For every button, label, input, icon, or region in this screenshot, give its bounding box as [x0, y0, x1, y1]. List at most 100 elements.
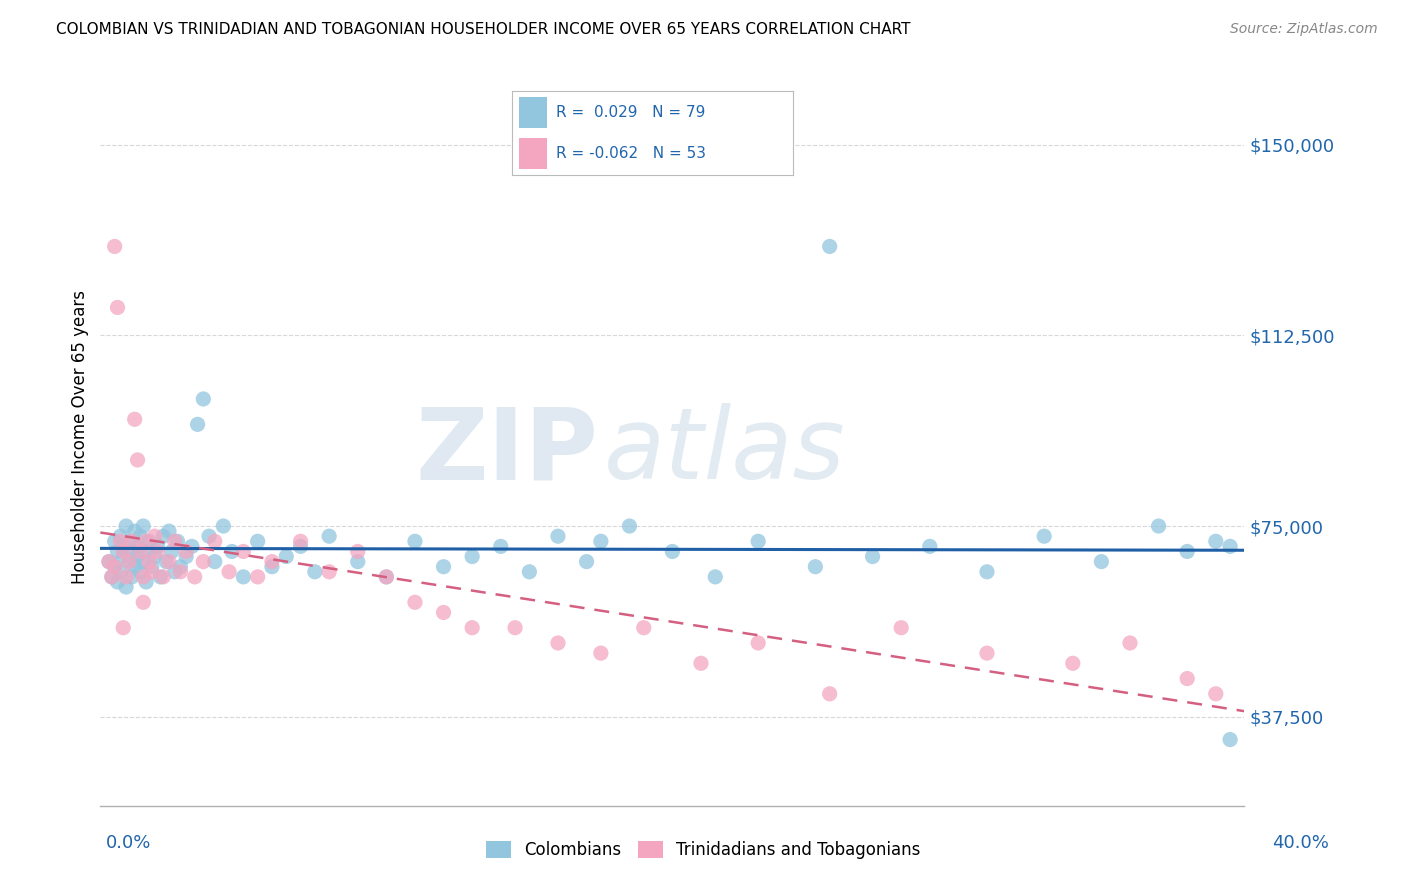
- Point: [127, 540, 149, 554]
- Point: [115, 570, 138, 584]
- Point: [104, 559, 127, 574]
- Point: [661, 544, 683, 558]
- Point: [461, 549, 484, 564]
- Point: [141, 565, 163, 579]
- Point: [146, 540, 169, 554]
- Text: atlas: atlas: [603, 403, 845, 500]
- Point: [163, 565, 186, 579]
- Point: [141, 559, 163, 574]
- Point: [124, 559, 146, 574]
- Point: [143, 529, 166, 543]
- Point: [149, 570, 172, 584]
- Point: [747, 534, 769, 549]
- Point: [169, 559, 191, 574]
- Point: [104, 239, 127, 253]
- Point: [232, 570, 254, 584]
- Point: [152, 529, 174, 543]
- Point: [132, 570, 155, 584]
- Point: [519, 565, 541, 579]
- Point: [432, 606, 454, 620]
- Point: [218, 565, 240, 579]
- Point: [589, 534, 612, 549]
- Point: [135, 544, 157, 558]
- Point: [260, 559, 283, 574]
- Point: [97, 555, 120, 569]
- Point: [276, 549, 298, 564]
- Point: [862, 549, 884, 564]
- Point: [112, 549, 135, 564]
- Point: [112, 621, 135, 635]
- Point: [124, 524, 146, 538]
- Point: [1219, 540, 1241, 554]
- Point: [169, 565, 191, 579]
- Point: [1219, 732, 1241, 747]
- Point: [290, 534, 312, 549]
- Point: [127, 549, 149, 564]
- Text: Source: ZipAtlas.com: Source: ZipAtlas.com: [1230, 22, 1378, 37]
- Point: [143, 549, 166, 564]
- Point: [163, 534, 186, 549]
- Point: [318, 529, 340, 543]
- Point: [404, 595, 426, 609]
- Point: [246, 570, 269, 584]
- Point: [375, 570, 398, 584]
- Point: [890, 621, 912, 635]
- Point: [110, 529, 132, 543]
- Text: ZIP: ZIP: [415, 403, 598, 500]
- Point: [1205, 687, 1227, 701]
- Point: [346, 544, 368, 558]
- Text: COLOMBIAN VS TRINIDADIAN AND TOBAGONIAN HOUSEHOLDER INCOME OVER 65 YEARS CORRELA: COLOMBIAN VS TRINIDADIAN AND TOBAGONIAN …: [56, 22, 911, 37]
- Point: [976, 646, 998, 660]
- Point: [818, 239, 841, 253]
- Point: [112, 540, 135, 554]
- Point: [489, 540, 512, 554]
- Point: [1033, 529, 1056, 543]
- Point: [138, 555, 160, 569]
- Point: [461, 621, 484, 635]
- Point: [204, 534, 226, 549]
- Point: [160, 544, 183, 558]
- Point: [132, 555, 155, 569]
- Point: [193, 392, 215, 406]
- Point: [180, 540, 202, 554]
- Point: [129, 565, 152, 579]
- Point: [121, 544, 143, 558]
- Point: [1205, 534, 1227, 549]
- Point: [187, 417, 209, 432]
- Point: [547, 636, 569, 650]
- Text: 0.0%: 0.0%: [105, 834, 150, 852]
- Point: [127, 453, 149, 467]
- Point: [318, 565, 340, 579]
- Point: [157, 555, 180, 569]
- Point: [135, 534, 157, 549]
- Point: [107, 574, 129, 589]
- Point: [1175, 544, 1198, 558]
- Point: [107, 301, 129, 315]
- Point: [184, 570, 207, 584]
- Point: [174, 544, 197, 558]
- Point: [135, 574, 157, 589]
- Point: [918, 540, 941, 554]
- Point: [118, 555, 141, 569]
- Point: [1119, 636, 1142, 650]
- Point: [404, 534, 426, 549]
- Point: [589, 646, 612, 660]
- Point: [152, 570, 174, 584]
- Point: [157, 524, 180, 538]
- Point: [690, 657, 713, 671]
- Point: [110, 534, 132, 549]
- Point: [129, 529, 152, 543]
- Point: [132, 595, 155, 609]
- Point: [575, 555, 598, 569]
- Point: [174, 549, 197, 564]
- Point: [818, 687, 841, 701]
- Point: [260, 555, 283, 569]
- Point: [132, 519, 155, 533]
- Point: [115, 580, 138, 594]
- Point: [101, 570, 124, 584]
- Point: [976, 565, 998, 579]
- Point: [804, 559, 827, 574]
- Point: [304, 565, 326, 579]
- Legend: Colombians, Trinidadians and Tobagonians: Colombians, Trinidadians and Tobagonians: [479, 834, 927, 866]
- Text: 40.0%: 40.0%: [1272, 834, 1329, 852]
